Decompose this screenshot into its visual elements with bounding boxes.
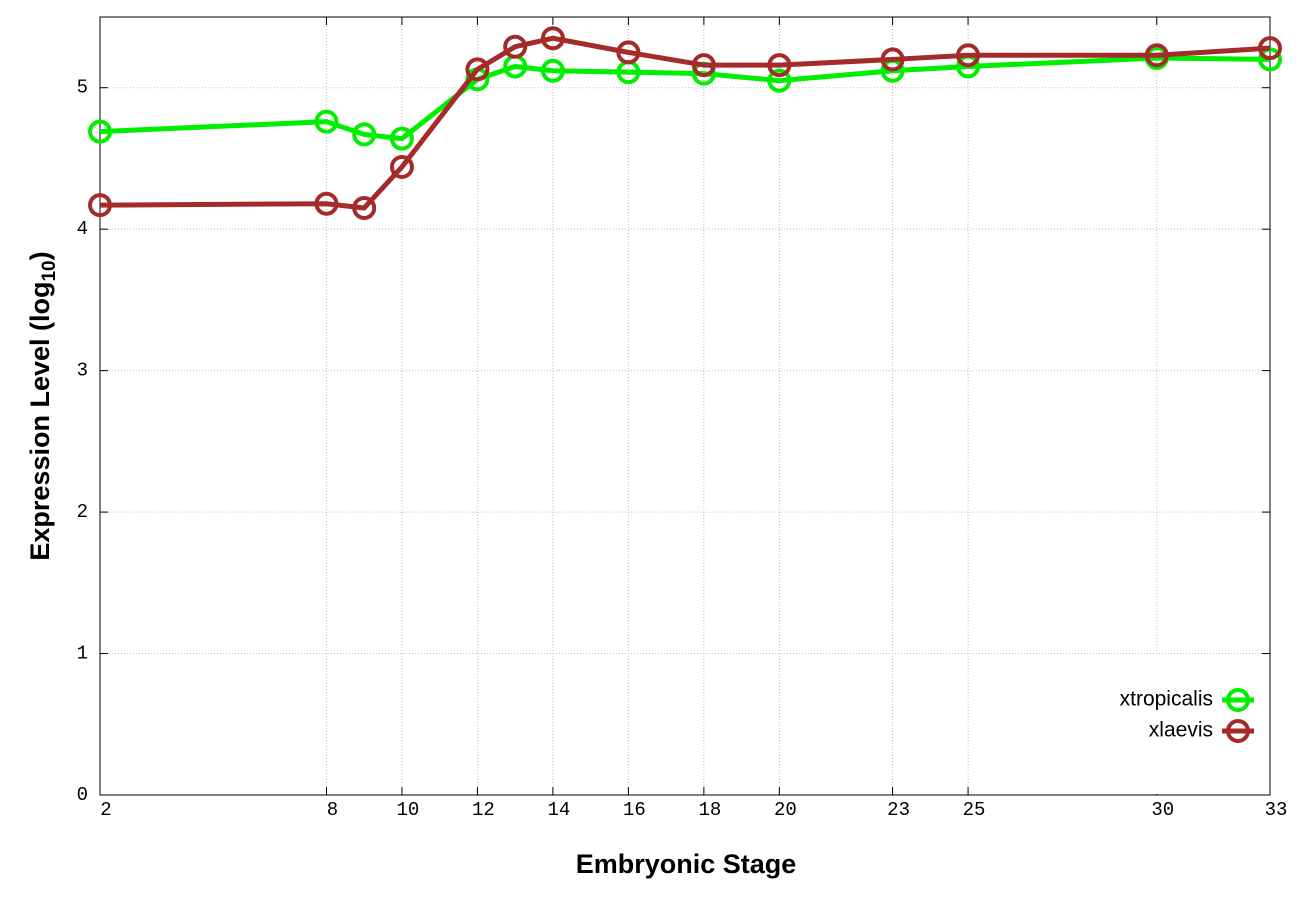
point [352, 195, 377, 220]
point [1258, 36, 1282, 61]
x-tick-label: 12 [472, 799, 495, 821]
legend-label: xtropicalis [1120, 688, 1213, 711]
x-tick-label: 33 [1265, 799, 1288, 821]
x-tick-label: 8 [327, 799, 338, 821]
point [616, 40, 641, 65]
point [389, 126, 414, 151]
point [88, 119, 112, 144]
point [540, 26, 565, 51]
point [880, 47, 905, 72]
x-axis-label: Embryonic Stage [576, 849, 797, 879]
x-tick-label: 23 [887, 799, 910, 821]
point [691, 53, 716, 78]
y-tick-label: 4 [77, 218, 88, 240]
series-line [99, 55, 1271, 142]
x-tick-label: 14 [547, 799, 570, 821]
x-tick-label: 10 [397, 799, 420, 821]
point [767, 68, 792, 93]
legend-box [1072, 655, 1269, 794]
point [314, 109, 339, 134]
x-tick-label: 30 [1151, 799, 1174, 821]
x-tick-label: 20 [774, 799, 797, 821]
point [767, 53, 792, 78]
point [314, 191, 339, 216]
y-axis-label: Expression Level (log10) [25, 251, 60, 560]
y-tick-label: 0 [77, 784, 88, 806]
y-tick-label: 3 [77, 360, 88, 382]
point [465, 57, 490, 82]
point [352, 122, 377, 147]
plot-frame [99, 16, 1271, 796]
x-tick-label: 2 [100, 799, 111, 821]
x-tick-label: 18 [698, 799, 721, 821]
y-tick-label: 2 [77, 501, 88, 523]
point [389, 154, 414, 179]
y-tick-label: 5 [77, 77, 88, 99]
x-tick-label: 16 [623, 799, 646, 821]
x-tick-label: 25 [963, 799, 986, 821]
point [88, 193, 112, 218]
point [503, 34, 528, 59]
legend-swatch [1226, 688, 1250, 712]
y-tick-label: 1 [77, 643, 88, 665]
legend-swatch [1226, 719, 1250, 743]
point [956, 43, 981, 68]
point [540, 58, 565, 83]
legend-label: xlaevis [1149, 719, 1213, 742]
point [1144, 43, 1169, 68]
